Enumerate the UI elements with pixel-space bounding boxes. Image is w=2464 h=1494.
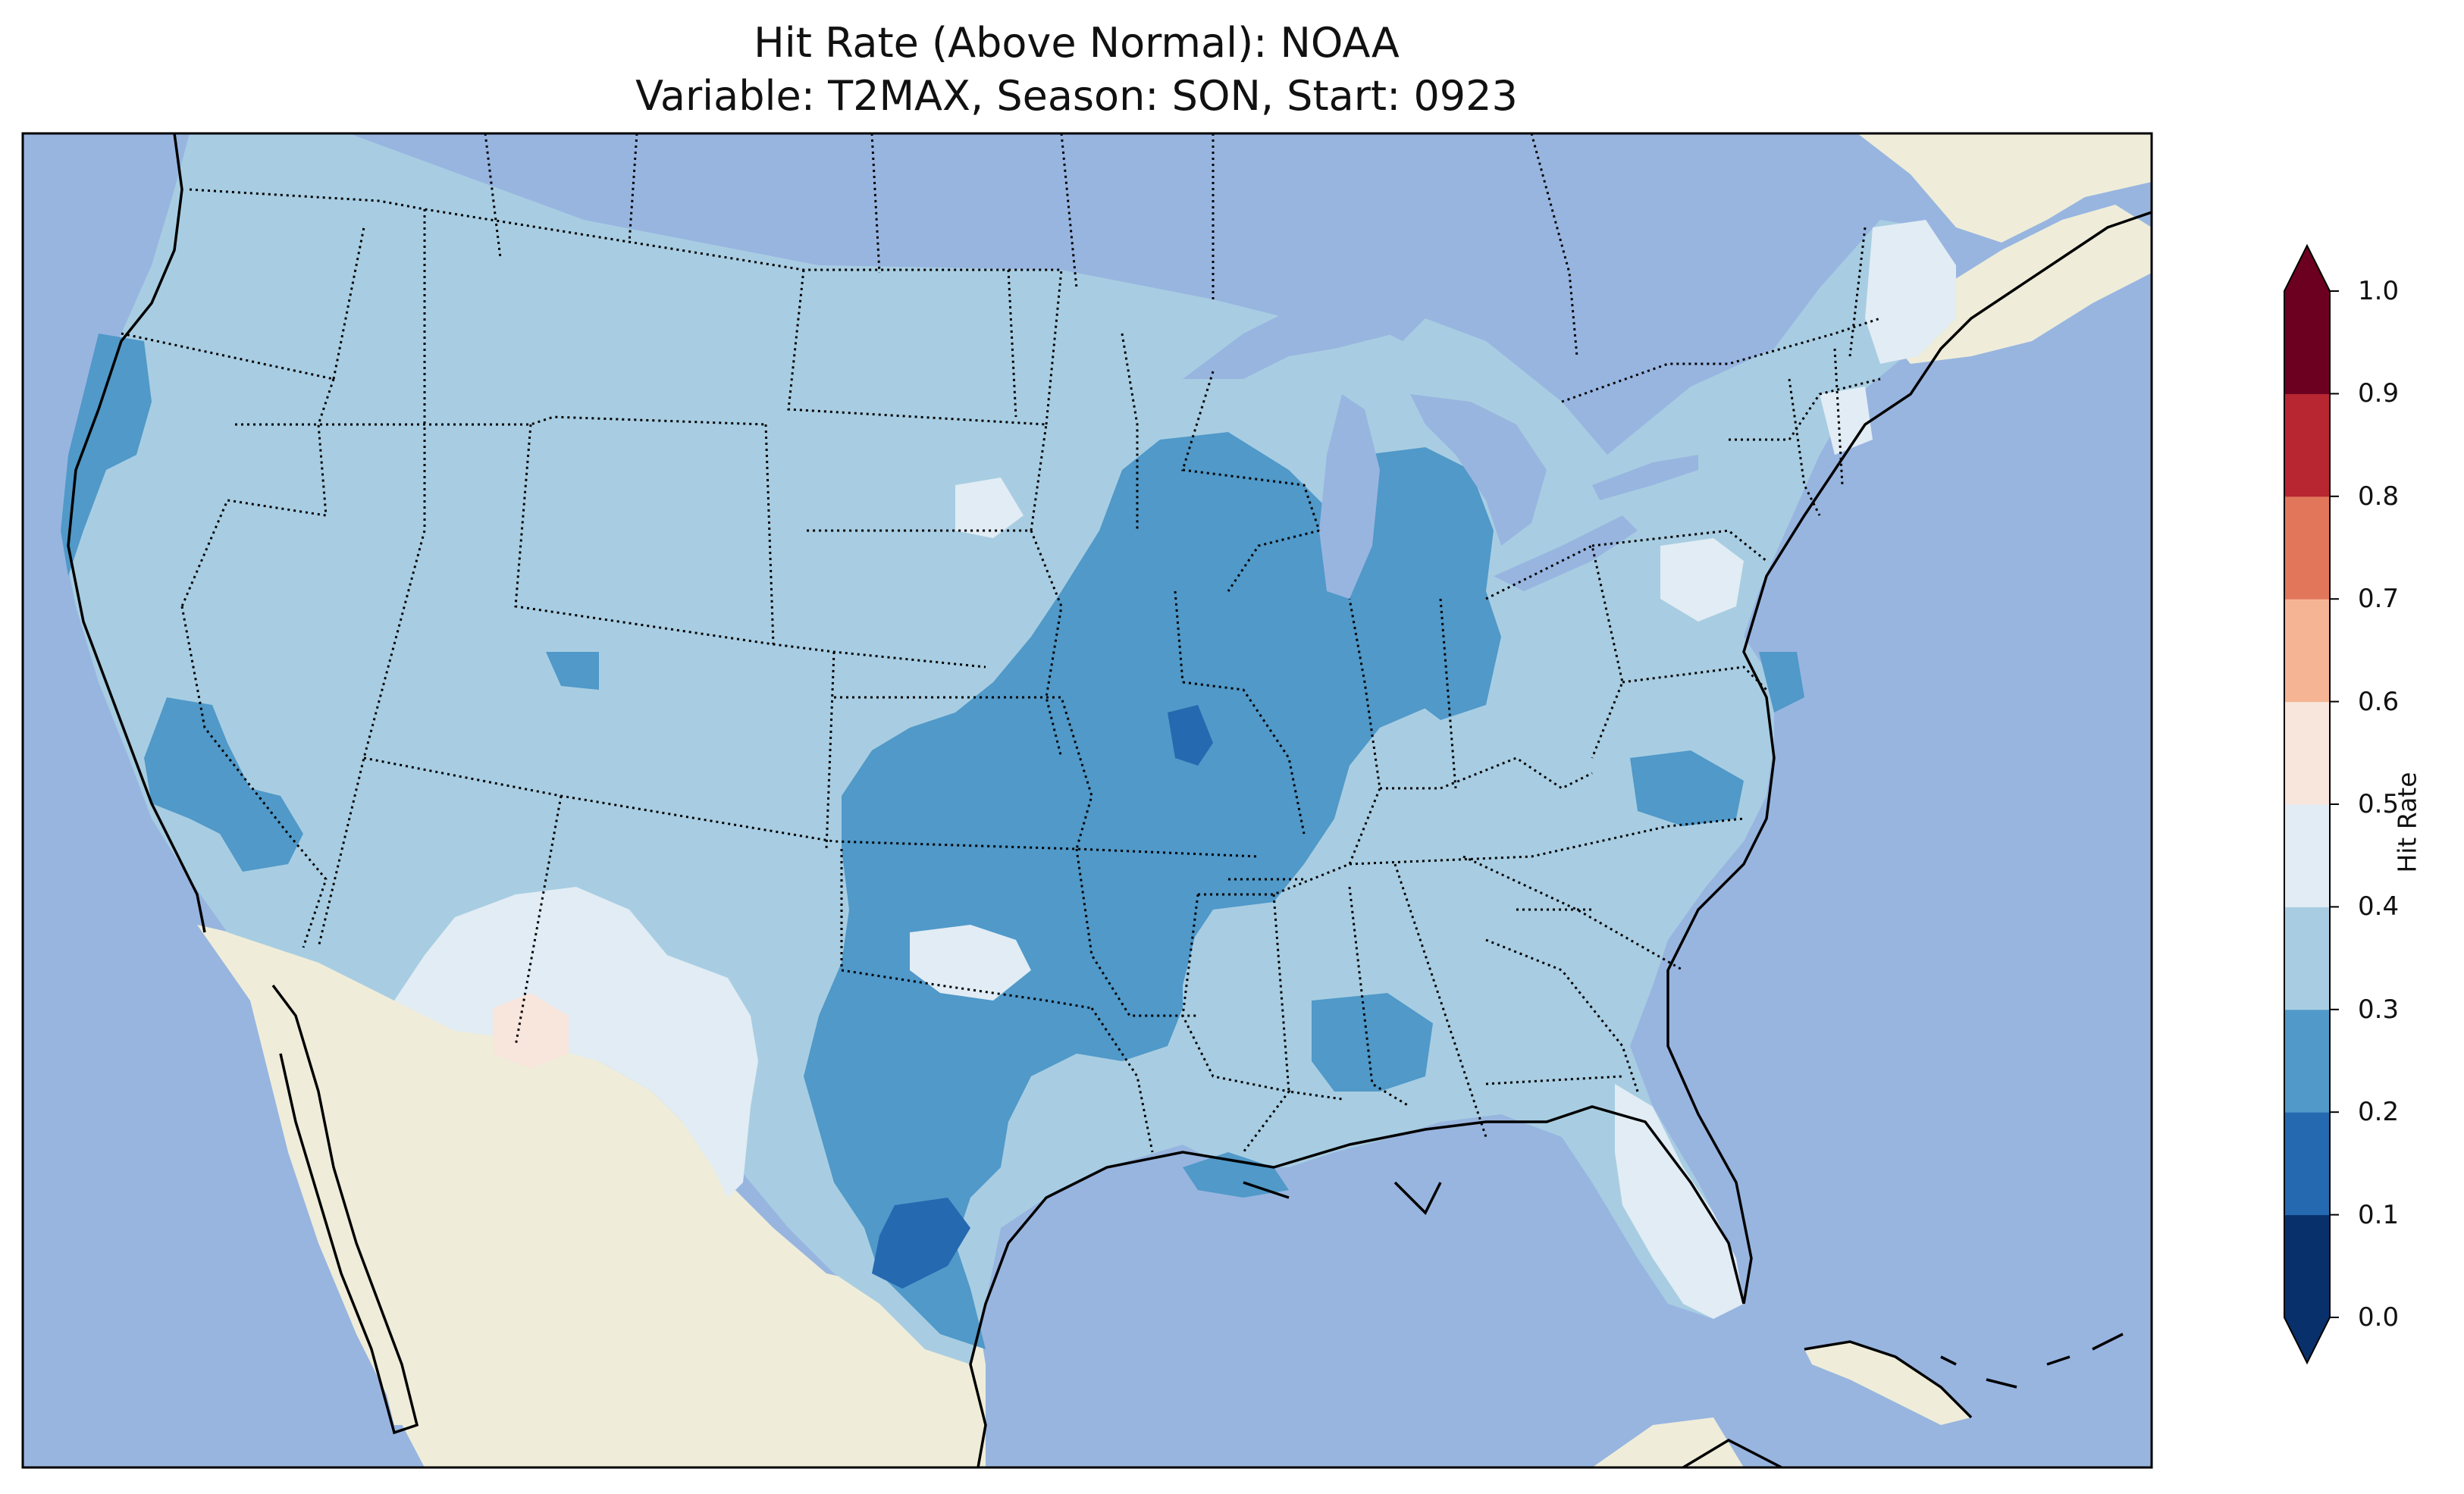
ncal-coast-region [61,334,152,576]
ny-region [1820,387,1873,455]
colorbar-segment [2284,496,2330,600]
canada-land [190,133,2152,364]
lake-huron [1410,394,1547,546]
state-borders [121,188,1881,1153]
colorbar-tick-label: 0.4 [2358,891,2400,922]
baja-land [273,985,425,1425]
colorbar [2284,243,2331,1365]
missouri-pocket [1168,705,1213,766]
colorbar-tick-label: 0.0 [2358,1302,2400,1333]
coastlines [67,133,2152,1467]
colorbar-segment [2284,804,2330,907]
colorbar-segment [2284,599,2330,703]
colorbar-tick-label: 0.8 [2358,481,2400,512]
colorbar-label: Hit Rate [2392,772,2422,873]
ms-river-region [1122,879,1198,1031]
arkansas-region [910,925,1031,1001]
colorbar-tick-label: 0.9 [2358,378,2400,409]
south-tx-pocket [872,1198,970,1289]
colorbar-extend-min [2284,1317,2330,1363]
colorbar-tick-label: 0.1 [2358,1199,2400,1230]
colorbar-tick-label: 0.7 [2358,584,2400,615]
nevada-region [144,697,303,872]
florida-region [1615,1084,1744,1319]
indiana-region [1350,599,1501,720]
title-line-2: Variable: T2MAX, Season: SON, Start: 092… [635,72,1518,120]
colorbar-segment [2284,907,2330,1010]
colorbar-segment [2284,1214,2330,1318]
map-frame [21,132,2153,1469]
colorbar-tick-label: 0.3 [2358,994,2400,1025]
page-title: Hit Rate (Above Normal): NOAA Variable: … [0,17,2153,123]
cuba-land [1804,1342,1971,1425]
colorbar-tick-label: 0.6 [2358,686,2400,717]
colorbar-segment [2284,1112,2330,1216]
colorbar-segment [2284,1009,2330,1113]
lake-erie [1494,515,1638,591]
alabama-region [1312,993,1433,1092]
colorbar-segment [2284,701,2330,805]
gulf-coast-region [1183,1152,1289,1198]
map-content [23,133,2152,1467]
utah-region [546,652,599,690]
michigan-region [1357,447,1494,606]
colorbar-tick-label: 1.0 [2358,276,2400,306]
maine-region [1865,220,1956,364]
southwest-region [394,887,758,1198]
se-arizona-region [493,993,569,1069]
colorbar-tick-label: 0.5 [2358,789,2400,819]
colorbar-ticks [2330,290,2339,1318]
lake-michigan [1319,394,1380,599]
nc-region [1630,750,1744,826]
lake-superior [1183,288,1410,379]
title-line-1: Hit Rate (Above Normal): NOAA [754,19,1400,67]
colorbar-segment [2284,291,2330,394]
chesapeake-region [1759,652,1804,713]
colorbar-extend-max [2284,246,2330,291]
lake-ontario [1592,455,1698,500]
international-borders [484,133,1881,403]
colorbar-tick-label: 0.2 [2358,1097,2400,1128]
nebraska-region [955,478,1024,538]
pennsylvania-region [1660,538,1744,622]
colorbar-segment [2284,393,2330,497]
